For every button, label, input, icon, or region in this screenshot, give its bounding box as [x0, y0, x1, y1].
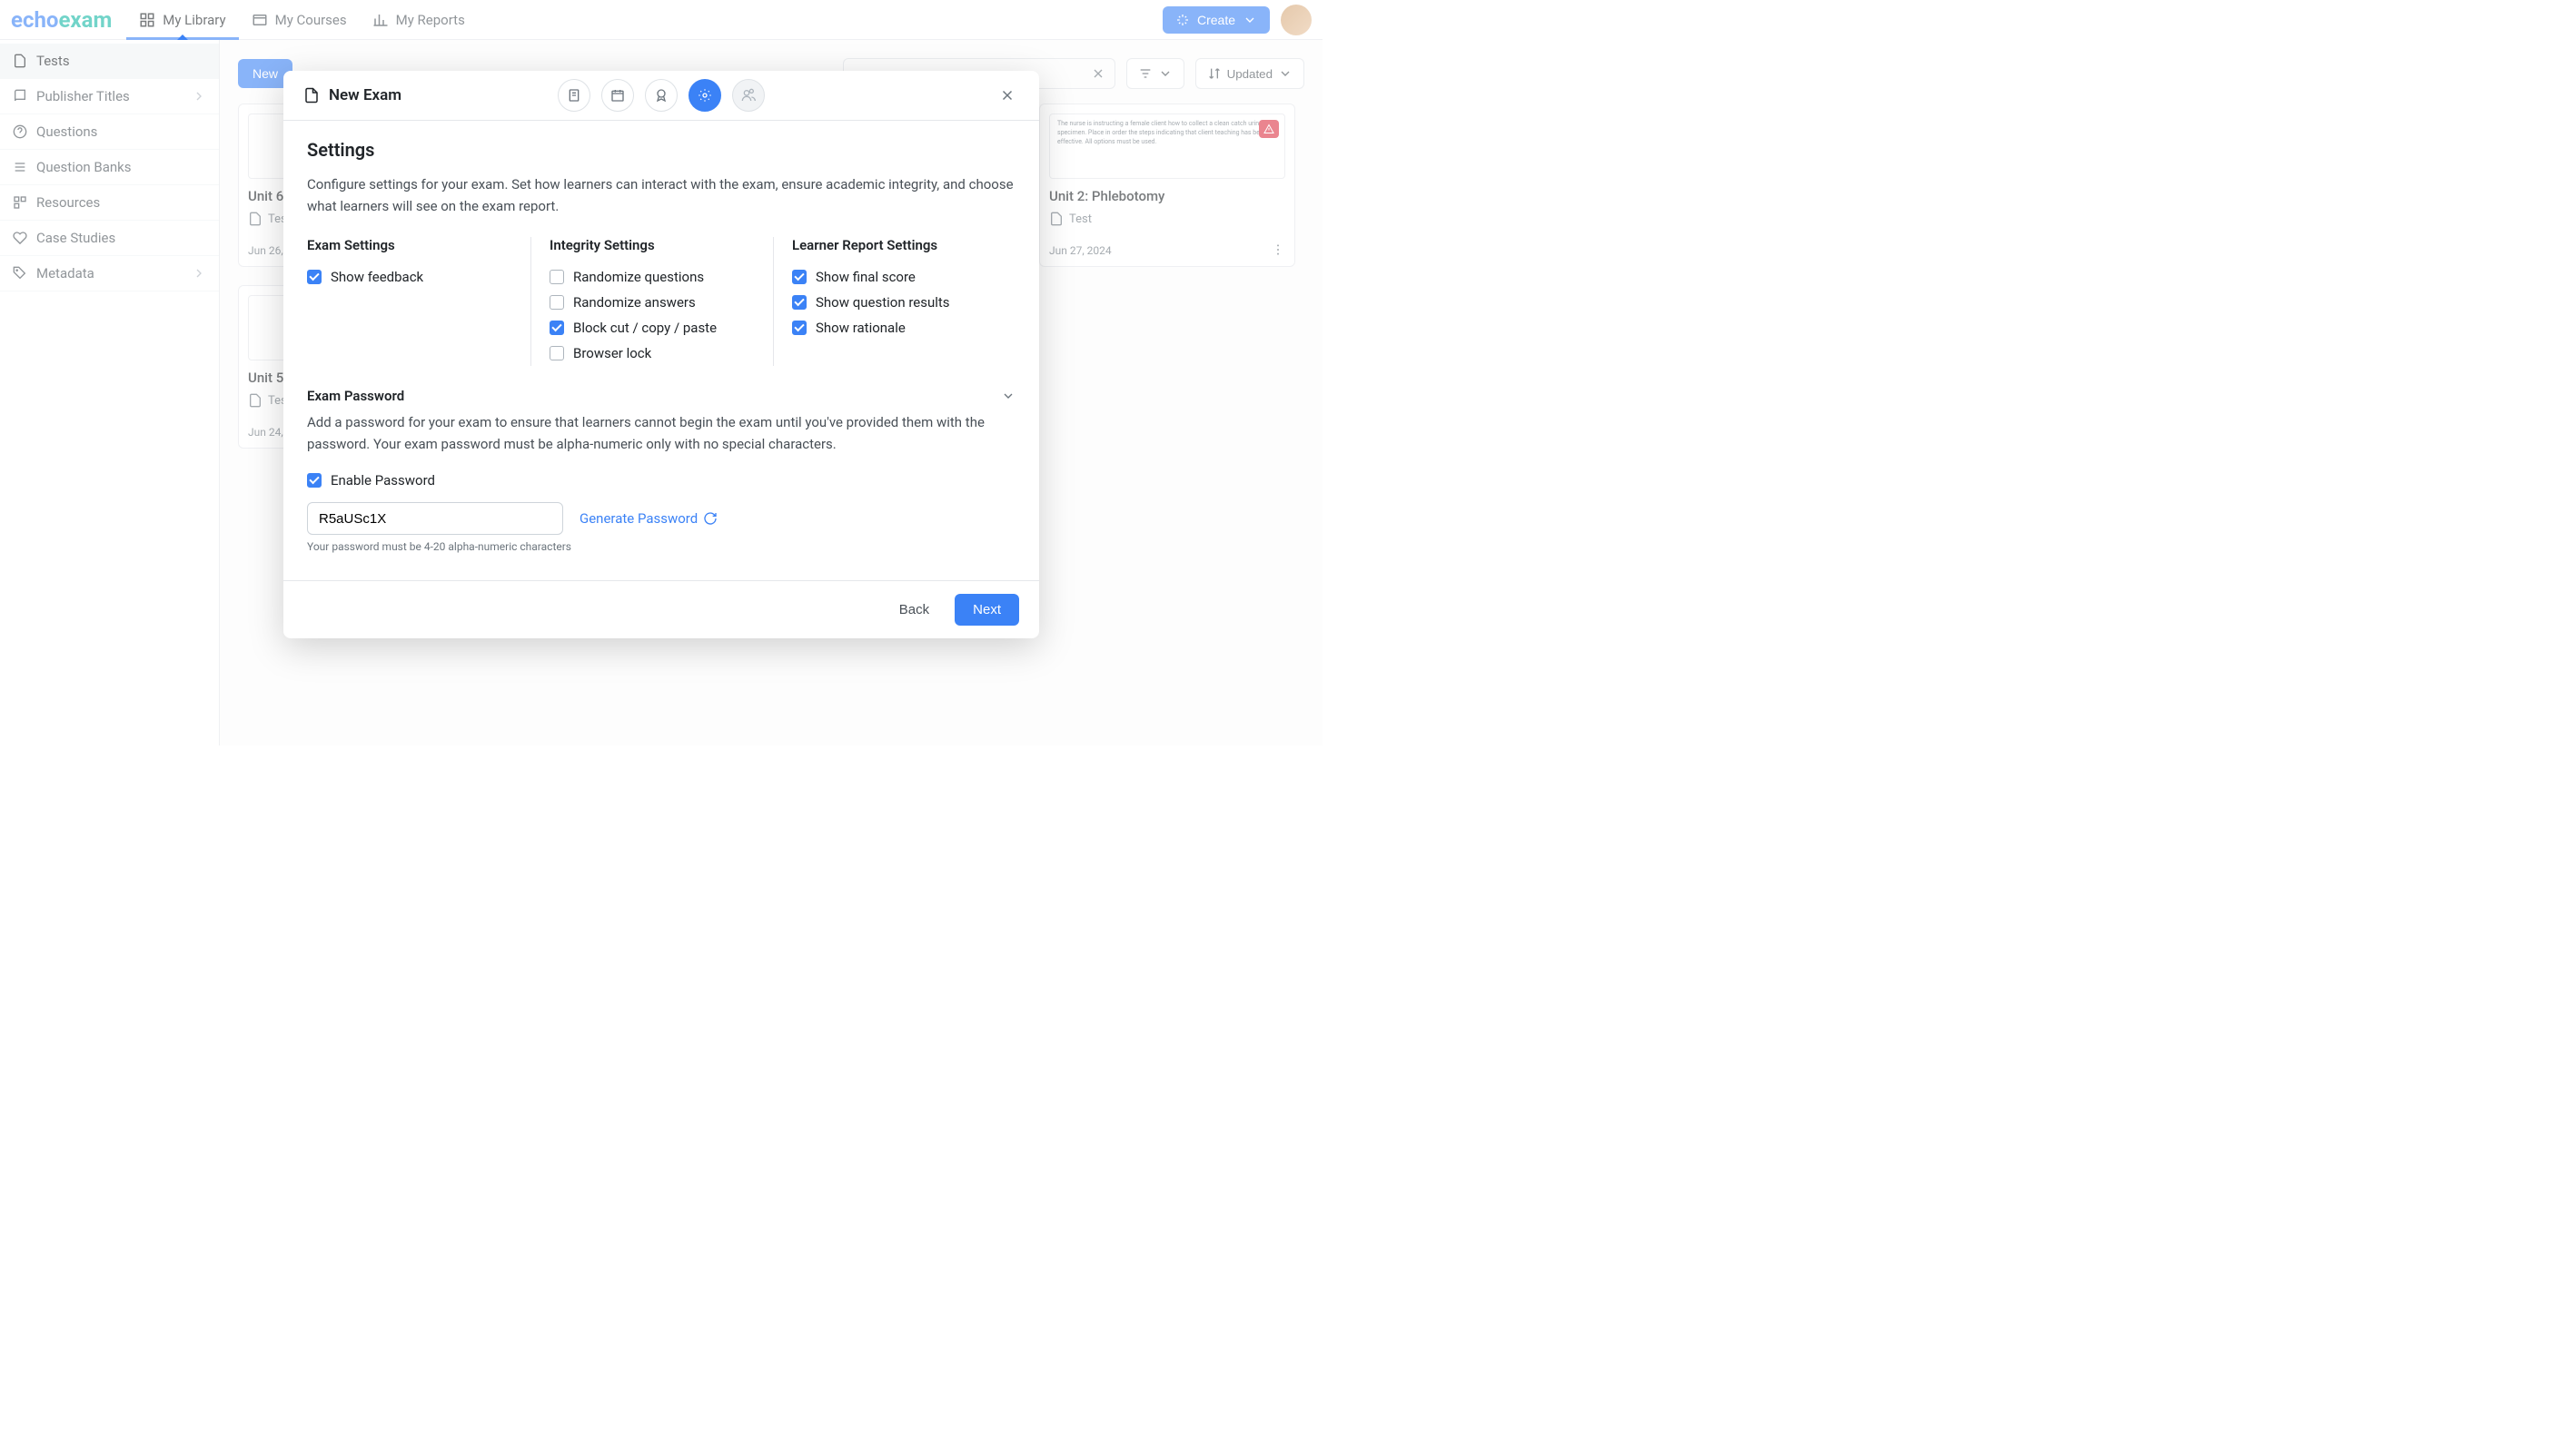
badge-icon: [654, 88, 669, 103]
col-heading: Exam Settings: [307, 237, 512, 253]
gen-label: Generate Password: [580, 510, 698, 527]
close-button[interactable]: [996, 84, 1019, 107]
check-label: Randomize answers: [573, 294, 696, 311]
step-indicator: [558, 79, 765, 112]
password-heading: Exam Password: [307, 388, 1016, 404]
check-label: Block cut / copy / paste: [573, 320, 717, 336]
checkbox[interactable]: [307, 473, 322, 488]
check-label: Enable Password: [331, 472, 435, 489]
new-exam-modal: New Exam: [283, 71, 1039, 638]
col-heading: Integrity Settings: [550, 237, 755, 253]
check-label: Show feedback: [331, 269, 423, 285]
check-browser-lock[interactable]: Browser lock: [550, 341, 755, 366]
modal-overlay: New Exam: [0, 0, 1323, 745]
refresh-icon: [703, 511, 718, 526]
report-settings-col: Learner Report Settings Show final score…: [773, 237, 1016, 366]
modal-title-text: New Exam: [329, 86, 401, 104]
checkbox[interactable]: [550, 321, 564, 335]
password-heading-text: Exam Password: [307, 388, 404, 404]
back-button[interactable]: Back: [887, 594, 942, 626]
check-show-feedback[interactable]: Show feedback: [307, 264, 512, 290]
password-row: Generate Password: [307, 502, 1016, 535]
check-final-score[interactable]: Show final score: [792, 264, 997, 290]
check-label: Show rationale: [816, 320, 906, 336]
modal-title: New Exam: [303, 86, 401, 104]
check-question-results[interactable]: Show question results: [792, 290, 997, 315]
gear-icon: [698, 88, 712, 103]
settings-columns: Exam Settings Show feedback Integrity Se…: [307, 237, 1016, 366]
step-5: [732, 79, 765, 112]
checkbox[interactable]: [550, 295, 564, 310]
back-label: Back: [899, 602, 929, 617]
check-enable-password[interactable]: Enable Password: [307, 468, 1016, 493]
check-label: Browser lock: [573, 345, 651, 361]
users-icon: [741, 88, 756, 103]
integrity-settings-col: Integrity Settings Randomize questions R…: [530, 237, 773, 366]
modal-body: Settings Configure settings for your exa…: [283, 121, 1039, 580]
section-desc: Configure settings for your exam. Set ho…: [307, 173, 1016, 217]
section-title: Settings: [307, 139, 1016, 161]
step-4[interactable]: [689, 79, 721, 112]
checkbox[interactable]: [307, 270, 322, 284]
check-block-copy[interactable]: Block cut / copy / paste: [550, 315, 755, 341]
password-input[interactable]: [307, 502, 563, 535]
password-desc: Add a password for your exam to ensure t…: [307, 411, 1016, 455]
modal-header: New Exam: [283, 71, 1039, 121]
exam-icon: [303, 87, 320, 104]
step-2[interactable]: [601, 79, 634, 112]
check-label: Randomize questions: [573, 269, 704, 285]
col-heading: Learner Report Settings: [792, 237, 997, 253]
calendar-icon: [610, 88, 625, 103]
check-randomize-questions[interactable]: Randomize questions: [550, 264, 755, 290]
step-3[interactable]: [645, 79, 678, 112]
check-randomize-answers[interactable]: Randomize answers: [550, 290, 755, 315]
check-label: Show final score: [816, 269, 916, 285]
chevron-down-icon[interactable]: [1001, 389, 1016, 403]
step-1[interactable]: [558, 79, 590, 112]
password-hint: Your password must be 4-20 alpha-numeric…: [307, 540, 1016, 553]
next-label: Next: [973, 602, 1001, 617]
close-icon: [999, 87, 1016, 104]
checkbox[interactable]: [792, 321, 807, 335]
checkbox[interactable]: [792, 295, 807, 310]
generate-password-link[interactable]: Generate Password: [580, 510, 718, 527]
modal-footer: Back Next: [283, 580, 1039, 638]
check-rationale[interactable]: Show rationale: [792, 315, 997, 341]
checkbox[interactable]: [550, 270, 564, 284]
next-button[interactable]: Next: [955, 594, 1019, 626]
check-label: Show question results: [816, 294, 950, 311]
password-section: Exam Password Add a password for your ex…: [307, 388, 1016, 553]
checkbox[interactable]: [792, 270, 807, 284]
exam-settings-col: Exam Settings Show feedback: [307, 237, 530, 366]
checkbox[interactable]: [550, 346, 564, 360]
doc-icon: [567, 88, 581, 103]
